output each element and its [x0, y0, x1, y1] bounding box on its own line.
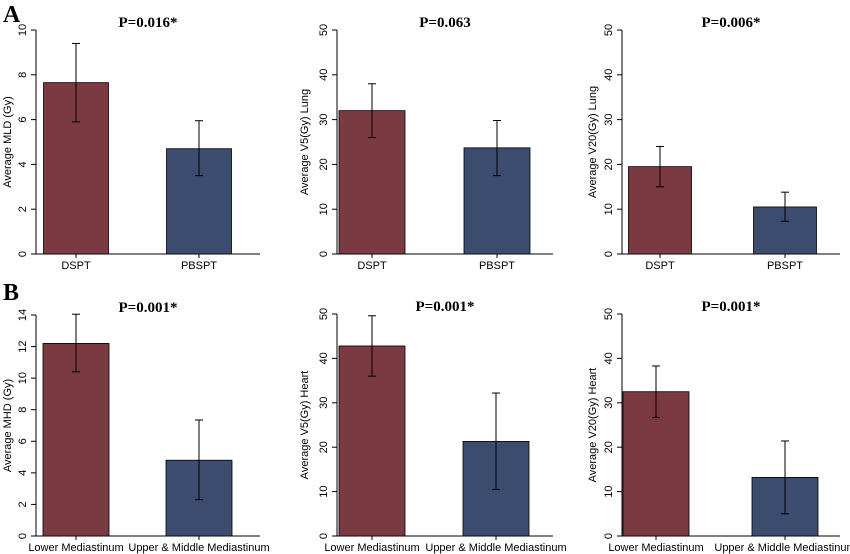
- chart-5: P=0.001* 0 10 20 30 40 50 Average V5(Gy) Heart L…: [299, 299, 567, 554]
- chart-4: P=0.001* 0 2 4 6 8 10 12 14 Average MHD (Gy) Lower…: [2, 300, 270, 554]
- chart-title: P=0.001*: [702, 299, 761, 315]
- x-tick-label: Upper & Middle Mediastinum: [714, 542, 850, 554]
- bar: [42, 343, 110, 537]
- y-tick-label: 50: [318, 24, 330, 36]
- y-tick-label: 0: [17, 533, 29, 539]
- y-axis-label: Average V5(Gy) Heart: [299, 371, 311, 480]
- chart-title: P=0.001*: [119, 300, 178, 316]
- y-tick-label: 6: [17, 438, 29, 444]
- x-tick-label: Lower Mediastinum: [28, 542, 123, 554]
- x-tick-label: DSPT: [357, 260, 387, 272]
- x-tick-label: PBSPT: [181, 260, 217, 272]
- chart-title: P=0.001*: [416, 299, 475, 315]
- x-tick-label: DSPT: [61, 260, 91, 272]
- chart-title: P=0.016*: [119, 15, 178, 31]
- y-axis-label: Average V5(Gy) Lung: [299, 89, 311, 195]
- y-tick-label: 20: [318, 441, 330, 453]
- charts-group: P=0.016* 0 2 4 6 8 10 Average MLD (Gy) DSPT PBSPT…: [2, 15, 850, 554]
- y-tick-label: 0: [603, 251, 615, 257]
- y-tick-label: 4: [17, 161, 29, 167]
- y-tick-label: 50: [603, 24, 615, 36]
- chart-title: P=0.006*: [702, 15, 761, 31]
- y-axis-label: Average V20(Gy) Lung: [587, 86, 599, 198]
- x-tick-label: Lower Mediastinum: [324, 542, 419, 554]
- x-tick-label: Upper & Middle Mediastinum: [425, 542, 566, 554]
- y-tick-label: 50: [603, 308, 615, 320]
- y-axis-label: Average V20(Gy) Heart: [587, 368, 599, 483]
- y-tick-label: 40: [603, 69, 615, 81]
- y-tick-label: 10: [603, 203, 615, 215]
- x-tick-label: Lower Mediastinum: [608, 542, 703, 554]
- y-tick-label: 10: [17, 24, 29, 36]
- y-tick-label: 30: [318, 113, 330, 125]
- y-tick-label: 10: [318, 203, 330, 215]
- y-tick-label: 20: [318, 158, 330, 170]
- chart-3: P=0.006* 0 10 20 30 40 50 Average V20(Gy) Lung D…: [587, 15, 840, 272]
- y-tick-label: 10: [318, 485, 330, 497]
- bar: [338, 345, 406, 537]
- chart-title: P=0.063: [419, 15, 470, 31]
- chart-1: P=0.016* 0 2 4 6 8 10 Average MLD (Gy) DSPT PBSPT: [2, 15, 260, 272]
- x-tick-label: PBSPT: [767, 260, 803, 272]
- y-tick-label: 8: [17, 407, 29, 413]
- y-tick-label: 10: [17, 372, 29, 384]
- y-tick-label: 30: [603, 397, 615, 409]
- chart-6: P=0.001* 0 10 20 30 40 50 Average V20(Gy) Heart…: [587, 299, 850, 554]
- panel-label-b: B: [3, 280, 19, 306]
- x-tick-label: DSPT: [645, 260, 675, 272]
- x-tick-label: PBSPT: [479, 260, 515, 272]
- y-tick-label: 0: [17, 251, 29, 257]
- y-tick-label: 6: [17, 117, 29, 123]
- y-tick-label: 10: [603, 485, 615, 497]
- y-tick-label: 12: [17, 340, 29, 352]
- y-tick-label: 0: [603, 533, 615, 539]
- y-axis-label: Average MLD (Gy): [2, 96, 14, 188]
- y-tick-label: 20: [603, 441, 615, 453]
- y-tick-label: 40: [318, 69, 330, 81]
- panel-label-a: A: [3, 2, 21, 28]
- y-tick-label: 8: [17, 72, 29, 78]
- chart-2: P=0.063 0 10 20 30 40 50 Average V5(Gy) Lung DSP…: [299, 15, 553, 272]
- y-tick-label: 2: [17, 501, 29, 507]
- y-tick-label: 0: [318, 251, 330, 257]
- y-tick-label: 30: [603, 113, 615, 125]
- y-tick-label: 20: [603, 158, 615, 170]
- y-tick-label: 0: [318, 533, 330, 539]
- y-tick-label: 40: [318, 352, 330, 364]
- y-tick-label: 40: [603, 352, 615, 364]
- y-axis-label: Average MHD (Gy): [2, 379, 14, 472]
- y-tick-label: 50: [318, 308, 330, 320]
- y-tick-label: 30: [318, 397, 330, 409]
- y-tick-label: 14: [17, 309, 29, 321]
- y-tick-label: 4: [17, 470, 29, 476]
- x-tick-label: Upper & Middle Mediastinum: [128, 542, 269, 554]
- y-tick-label: 2: [17, 206, 29, 212]
